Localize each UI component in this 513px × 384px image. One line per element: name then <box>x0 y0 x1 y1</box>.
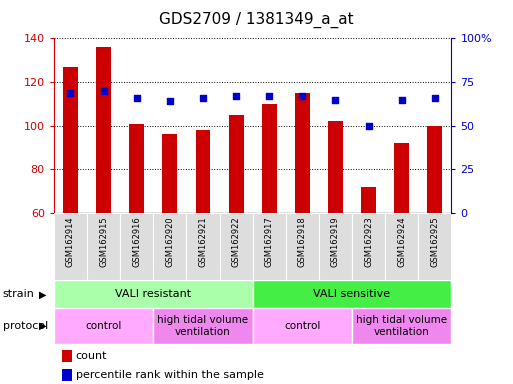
Point <box>298 93 306 99</box>
Point <box>66 89 74 96</box>
Bar <box>252 213 286 280</box>
Bar <box>120 213 153 280</box>
Bar <box>62 369 72 381</box>
Text: GDS2709 / 1381349_a_at: GDS2709 / 1381349_a_at <box>159 12 354 28</box>
Point <box>365 123 373 129</box>
Bar <box>153 308 252 344</box>
Bar <box>163 134 177 213</box>
Bar <box>328 121 343 213</box>
Text: GSM162914: GSM162914 <box>66 217 75 267</box>
Bar <box>262 104 277 213</box>
Bar <box>129 124 144 213</box>
Text: VALI sensitive: VALI sensitive <box>313 289 390 300</box>
Bar <box>427 126 442 213</box>
Bar <box>96 47 111 213</box>
Bar <box>186 213 220 280</box>
Point <box>199 95 207 101</box>
Point <box>232 93 240 99</box>
Bar <box>62 350 72 362</box>
Text: GSM162923: GSM162923 <box>364 217 373 267</box>
Text: GSM162917: GSM162917 <box>265 217 274 267</box>
Bar <box>63 67 78 213</box>
Bar <box>394 143 409 213</box>
Text: count: count <box>76 351 107 361</box>
Point <box>265 93 273 99</box>
Text: GSM162925: GSM162925 <box>430 217 439 267</box>
Bar <box>352 213 385 280</box>
Point <box>166 98 174 104</box>
Point <box>431 95 439 101</box>
Text: high tidal volume
ventilation: high tidal volume ventilation <box>356 315 447 337</box>
Text: GSM162924: GSM162924 <box>397 217 406 267</box>
Bar <box>54 280 252 308</box>
Bar <box>195 130 210 213</box>
Text: strain: strain <box>3 289 34 300</box>
Text: GSM162918: GSM162918 <box>298 217 307 267</box>
Text: ▶: ▶ <box>38 289 46 300</box>
Bar <box>319 213 352 280</box>
Bar <box>352 308 451 344</box>
Text: GSM162921: GSM162921 <box>199 217 207 267</box>
Bar <box>54 308 153 344</box>
Bar <box>54 213 87 280</box>
Bar <box>286 213 319 280</box>
Bar <box>252 308 352 344</box>
Text: control: control <box>284 321 321 331</box>
Bar <box>229 115 244 213</box>
Bar <box>87 213 120 280</box>
Text: VALI resistant: VALI resistant <box>115 289 191 300</box>
Bar <box>418 213 451 280</box>
Bar <box>385 213 418 280</box>
Point <box>132 95 141 101</box>
Text: protocol: protocol <box>3 321 48 331</box>
Point <box>398 96 406 103</box>
Bar <box>295 93 310 213</box>
Text: GSM162916: GSM162916 <box>132 217 141 267</box>
Text: control: control <box>85 321 122 331</box>
Text: percentile rank within the sample: percentile rank within the sample <box>76 370 264 380</box>
Text: GSM162922: GSM162922 <box>231 217 241 267</box>
Bar <box>252 280 451 308</box>
Text: ▶: ▶ <box>38 321 46 331</box>
Bar <box>153 213 186 280</box>
Text: GSM162915: GSM162915 <box>99 217 108 267</box>
Point <box>100 88 108 94</box>
Bar <box>220 213 252 280</box>
Point <box>331 96 340 103</box>
Bar <box>361 187 376 213</box>
Text: high tidal volume
ventilation: high tidal volume ventilation <box>157 315 248 337</box>
Text: GSM162919: GSM162919 <box>331 217 340 267</box>
Text: GSM162920: GSM162920 <box>165 217 174 267</box>
